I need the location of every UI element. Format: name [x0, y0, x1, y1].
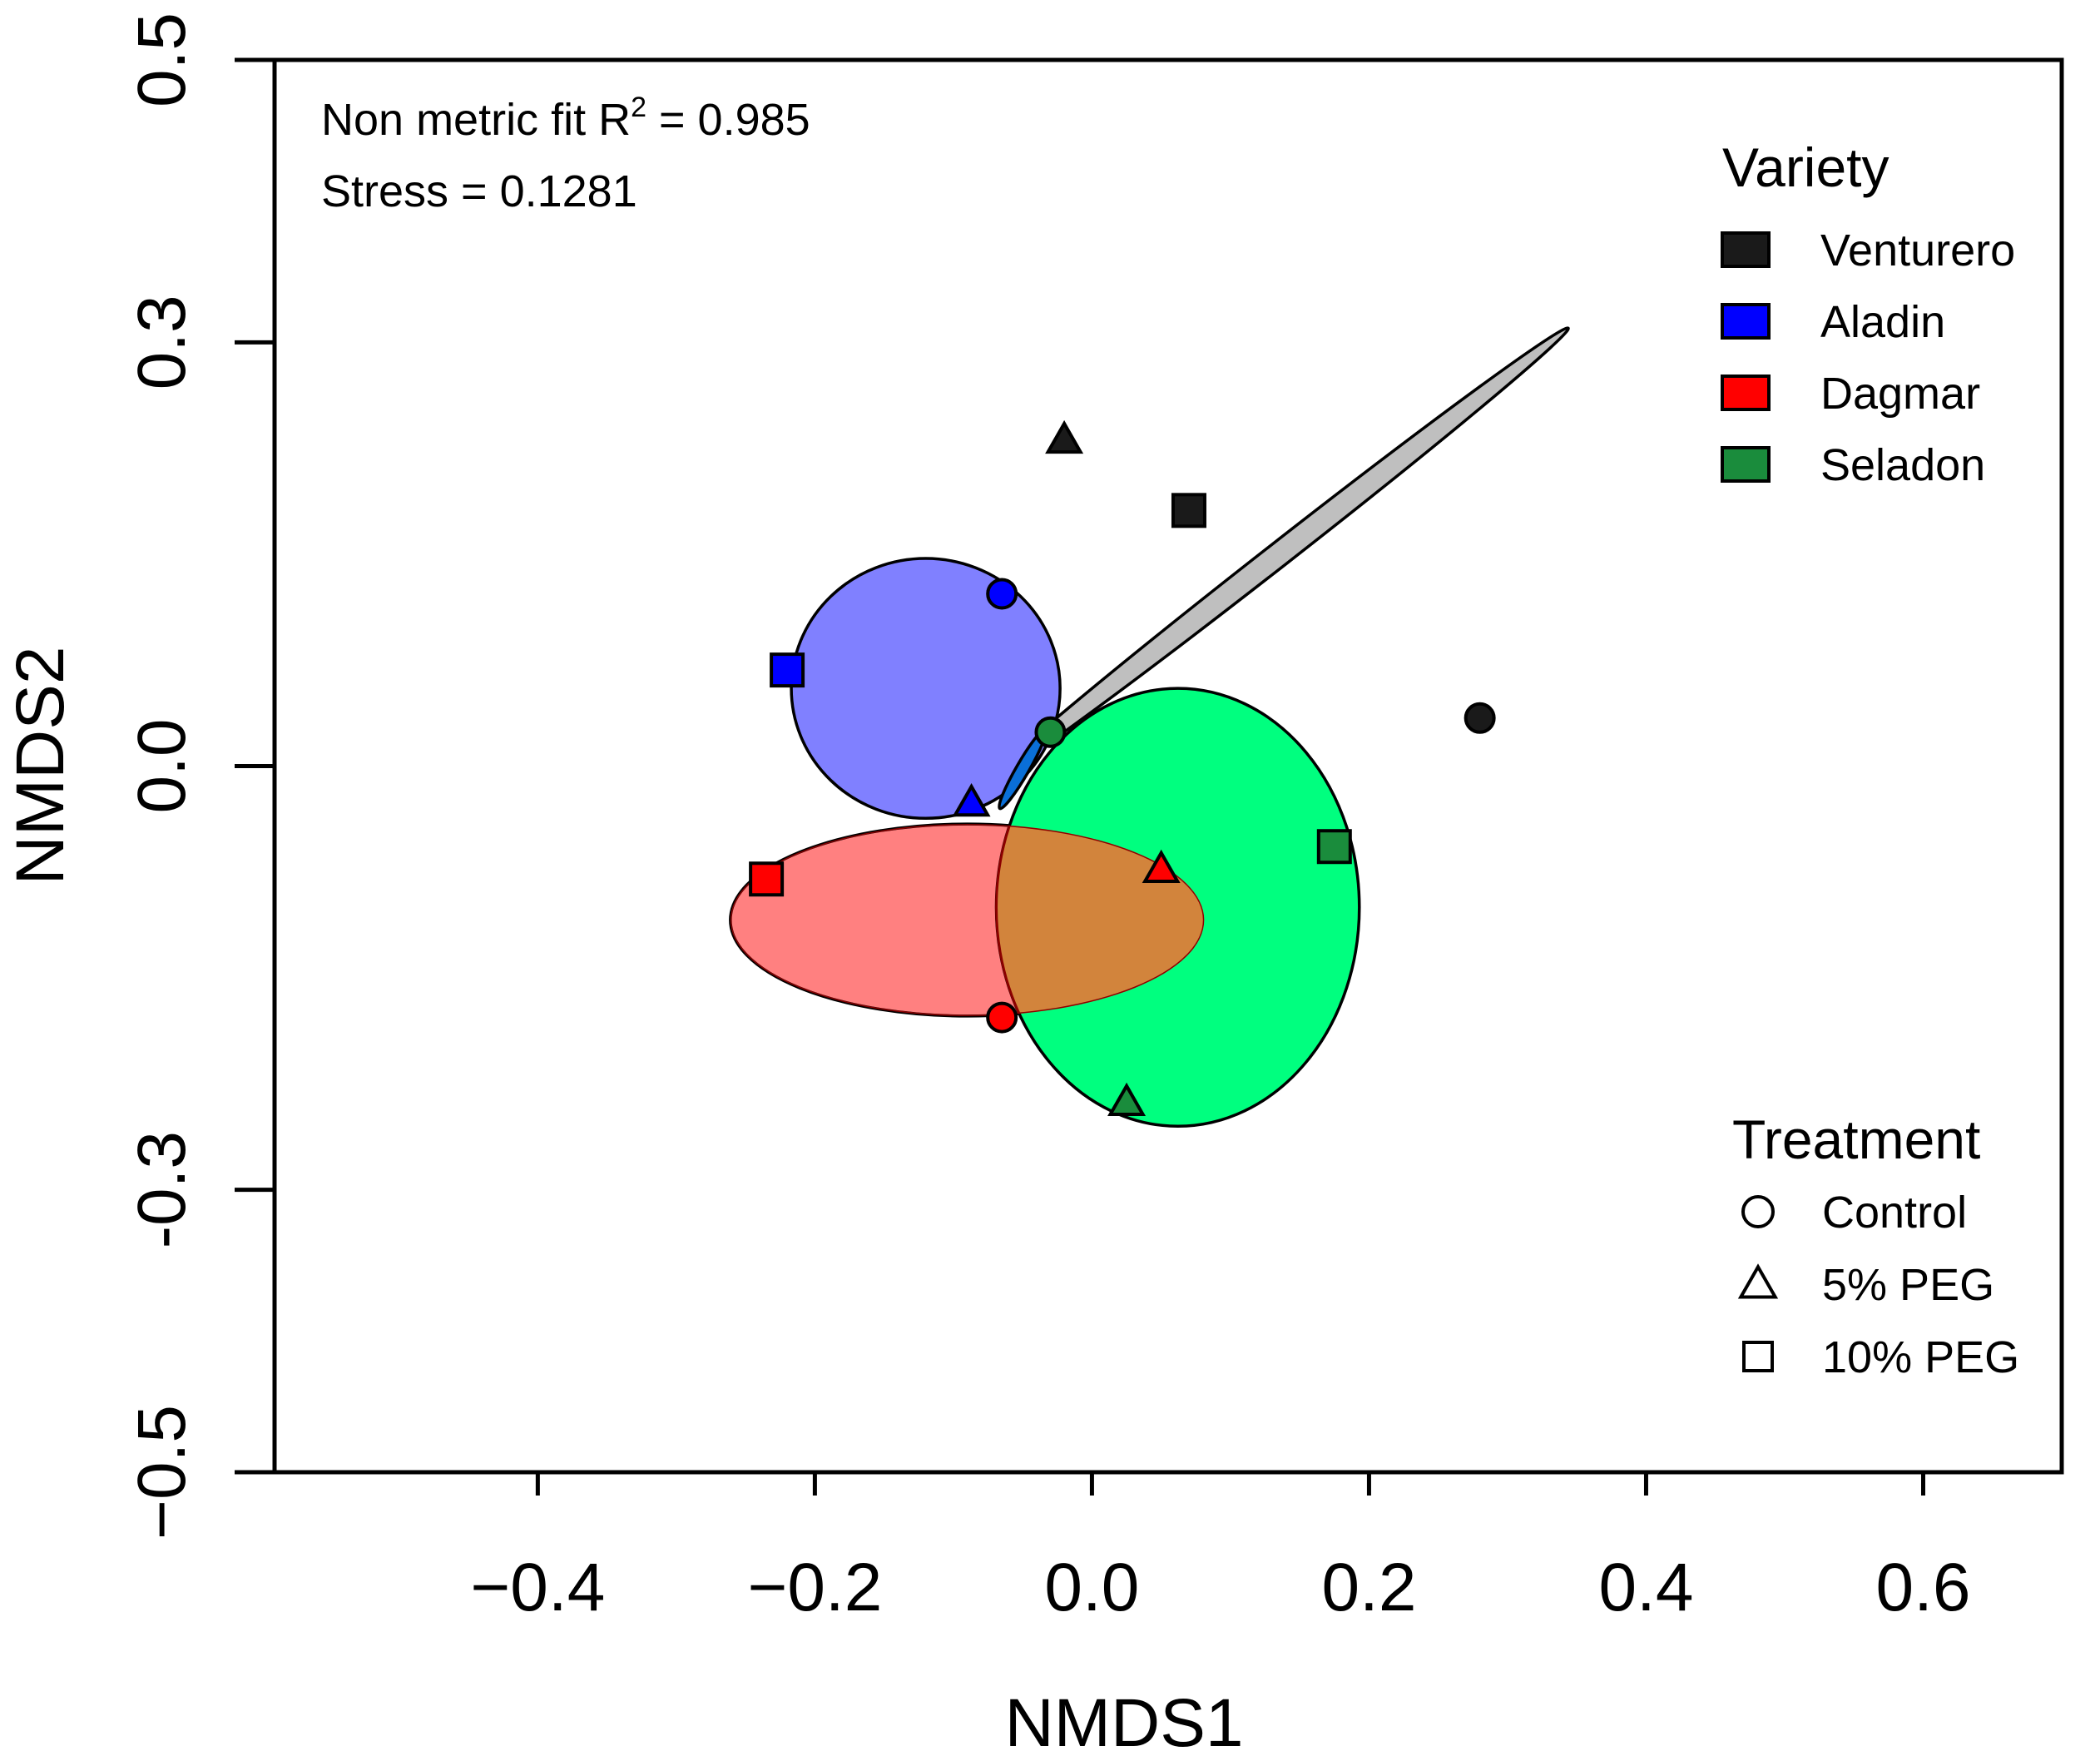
point-venturero-10-peg: [1171, 493, 1206, 528]
y-axis-title: NMDS2: [2, 646, 78, 885]
point-dagmar-control: [986, 1001, 1018, 1034]
fit-annotation-prefix: Non metric fit R: [321, 95, 631, 145]
x-tick-label: 0.6: [1875, 1550, 1970, 1625]
x-tick-label: −0.2: [747, 1550, 882, 1625]
legend-swatch-aladin: [1721, 303, 1771, 340]
y-tick-label: -0.3: [124, 1131, 200, 1248]
point-seladon-5-peg: [1107, 1082, 1147, 1117]
fit-annotation-value: = 0.985: [646, 95, 810, 145]
fit-annotation-superscript: 2: [631, 92, 646, 123]
point-venturero-5-peg: [1045, 419, 1084, 454]
legend-swatch-venturero: [1721, 231, 1771, 268]
point-aladin-5-peg: [952, 783, 991, 817]
point-seladon-control: [1034, 716, 1067, 748]
confidence-ellipses: [729, 326, 1570, 1128]
legend-label-aladin: Aladin: [1820, 297, 1945, 347]
x-tick-label: −0.4: [470, 1550, 605, 1625]
treatment-legend-title: Treatment: [1732, 1109, 1980, 1170]
legend-label-10-peg: 10% PEG: [1822, 1332, 2019, 1382]
legend-label-dagmar: Dagmar: [1820, 369, 1980, 419]
legend-label-seladon: Seladon: [1820, 440, 1985, 490]
ellipse-overlap: [730, 824, 1205, 1016]
point-dagmar-10-peg: [749, 861, 785, 897]
y-axis: −0.5 -0.3 0.0 0.3 0.5: [124, 12, 275, 1540]
legend-swatch-dagmar: [1721, 375, 1771, 411]
ellipse-aladin: [790, 557, 1062, 821]
x-tick-label: 0.4: [1598, 1550, 1693, 1625]
y-tick-label: 0.3: [124, 295, 200, 389]
y-tick-label: 0.5: [124, 12, 200, 107]
point-aladin-control: [986, 578, 1018, 610]
y-tick-label: 0.0: [124, 719, 200, 814]
data-points: [749, 419, 1496, 1117]
stress-annotation: Stress = 0.1281: [321, 166, 637, 216]
legend-marker-5-peg: [1737, 1263, 1779, 1299]
variety-legend-title: Variety: [1722, 136, 1890, 198]
legend-marker-10-peg: [1742, 1341, 1774, 1372]
overlap-outline-seladon: [995, 824, 1205, 1016]
point-aladin-10-peg: [770, 652, 805, 688]
variety-legend: Variety Venturero Aladin Dagmar Seladon: [1721, 136, 2015, 490]
legend-label-5-peg: 5% PEG: [1822, 1260, 1994, 1310]
x-tick-label: 0.2: [1321, 1550, 1416, 1625]
y-tick-label: −0.5: [124, 1405, 200, 1540]
legend-swatch-seladon: [1721, 446, 1771, 483]
point-seladon-10-peg: [1316, 829, 1352, 865]
legend-marker-control: [1741, 1195, 1775, 1228]
point-dagmar-5-peg: [1142, 849, 1181, 884]
legend-label-venturero: Venturero: [1820, 226, 2015, 275]
point-venturero-control: [1464, 702, 1496, 734]
x-axis: −0.4 −0.2 0.0 0.2 0.4 0.6: [470, 1470, 1970, 1625]
x-tick-label: 0.0: [1044, 1550, 1139, 1625]
treatment-legend: Treatment Control 5% PEG 10% PEG: [1732, 1109, 2019, 1382]
x-axis-title: NMDS1: [1004, 1685, 1243, 1761]
overlap-dagmar-seladon: [996, 824, 1205, 1016]
legend-label-control: Control: [1822, 1188, 1967, 1238]
fit-annotation: Non metric fit R2 = 0.985: [321, 92, 810, 145]
